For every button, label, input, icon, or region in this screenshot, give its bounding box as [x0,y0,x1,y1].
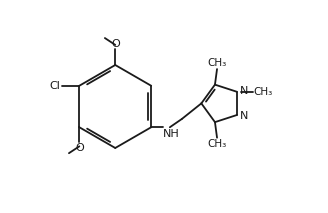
Text: O: O [111,39,120,49]
Text: Cl: Cl [50,81,61,91]
Text: CH₃: CH₃ [254,87,273,97]
Text: O: O [75,142,84,153]
Text: N: N [239,86,248,96]
Text: CH₃: CH₃ [207,58,227,68]
Text: NH: NH [163,129,180,139]
Text: N: N [239,111,248,121]
Text: CH₃: CH₃ [207,139,227,149]
